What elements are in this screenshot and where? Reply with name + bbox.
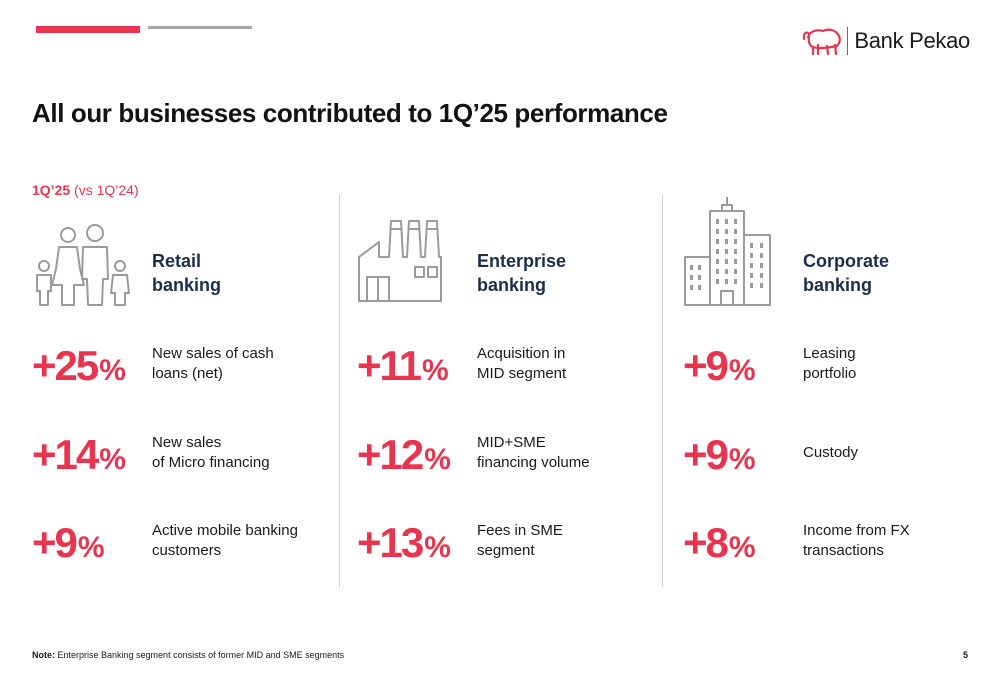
metric-item: +11% Acquisition in MID segment	[357, 338, 657, 398]
metric-description: Custody	[803, 444, 859, 461]
period-label: 1Q’25 (vs 1Q’24)	[32, 182, 139, 198]
metric-item: +12% MID+SME financing volume	[357, 427, 657, 487]
metric-value: +9%	[683, 431, 756, 478]
metric-value: +12%	[357, 431, 451, 478]
metric-description: Active mobile banking customers	[152, 522, 298, 559]
metric-description: New sales of cash loans (net)	[152, 345, 274, 382]
column-heading: Corporate banking	[803, 251, 890, 295]
metric-item: +9% Active mobile banking customers	[32, 515, 332, 575]
office-buildings-icon	[684, 197, 771, 306]
metric-item: +9% Leasing portfolio	[683, 338, 983, 398]
factory-icon	[358, 220, 442, 302]
metric-description: Income from FX transactions	[803, 522, 910, 559]
metric-item: +14% New sales of Micro financing	[32, 427, 332, 487]
footnote-text: Enterprise Banking segment consists of f…	[55, 650, 345, 660]
column-divider	[339, 195, 340, 587]
period-compare: (vs 1Q’24)	[70, 182, 139, 198]
page-title: All our businesses contributed to 1Q’25 …	[32, 98, 668, 128]
metric-description: New sales of Micro financing	[152, 434, 270, 471]
metric-description: MID+SME financing volume	[477, 434, 590, 471]
column-heading: Enterprise banking	[477, 251, 567, 295]
metric-item: +25% New sales of cash loans (net)	[32, 338, 332, 398]
column-heading: Retail banking	[152, 251, 222, 295]
metric-item: +8% Income from FX transactions	[683, 515, 983, 575]
bank-name: Bank Pekao	[854, 28, 970, 53]
header-accent-bar-red	[36, 26, 140, 33]
metric-value: +8%	[683, 519, 756, 566]
metric-description: Leasing portfolio	[803, 345, 857, 382]
bank-logo: Bank Pekao	[801, 24, 970, 58]
metric-description: Fees in SME segment	[477, 522, 563, 559]
bison-icon	[802, 28, 841, 56]
metric-value: +9%	[683, 342, 756, 389]
footnote-label: Note:	[32, 650, 55, 660]
metric-value: +14%	[32, 431, 126, 478]
metric-item: +9% Custody	[683, 427, 983, 487]
metric-value: +9%	[32, 519, 105, 566]
metric-value: +13%	[357, 519, 451, 566]
footnote: Note: Enterprise Banking segment consist…	[32, 650, 344, 660]
column-divider	[662, 195, 663, 587]
metric-value: +25%	[32, 342, 126, 389]
logo-separator	[846, 27, 849, 55]
metric-description: Acquisition in MID segment	[477, 345, 567, 382]
metric-value: +11%	[357, 342, 449, 389]
page-number: 5	[962, 650, 968, 660]
period-main: 1Q’25	[32, 182, 71, 198]
metric-item: +13% Fees in SME segment	[357, 515, 657, 575]
family-icon	[36, 224, 130, 306]
header-accent-bar-grey	[148, 26, 252, 29]
